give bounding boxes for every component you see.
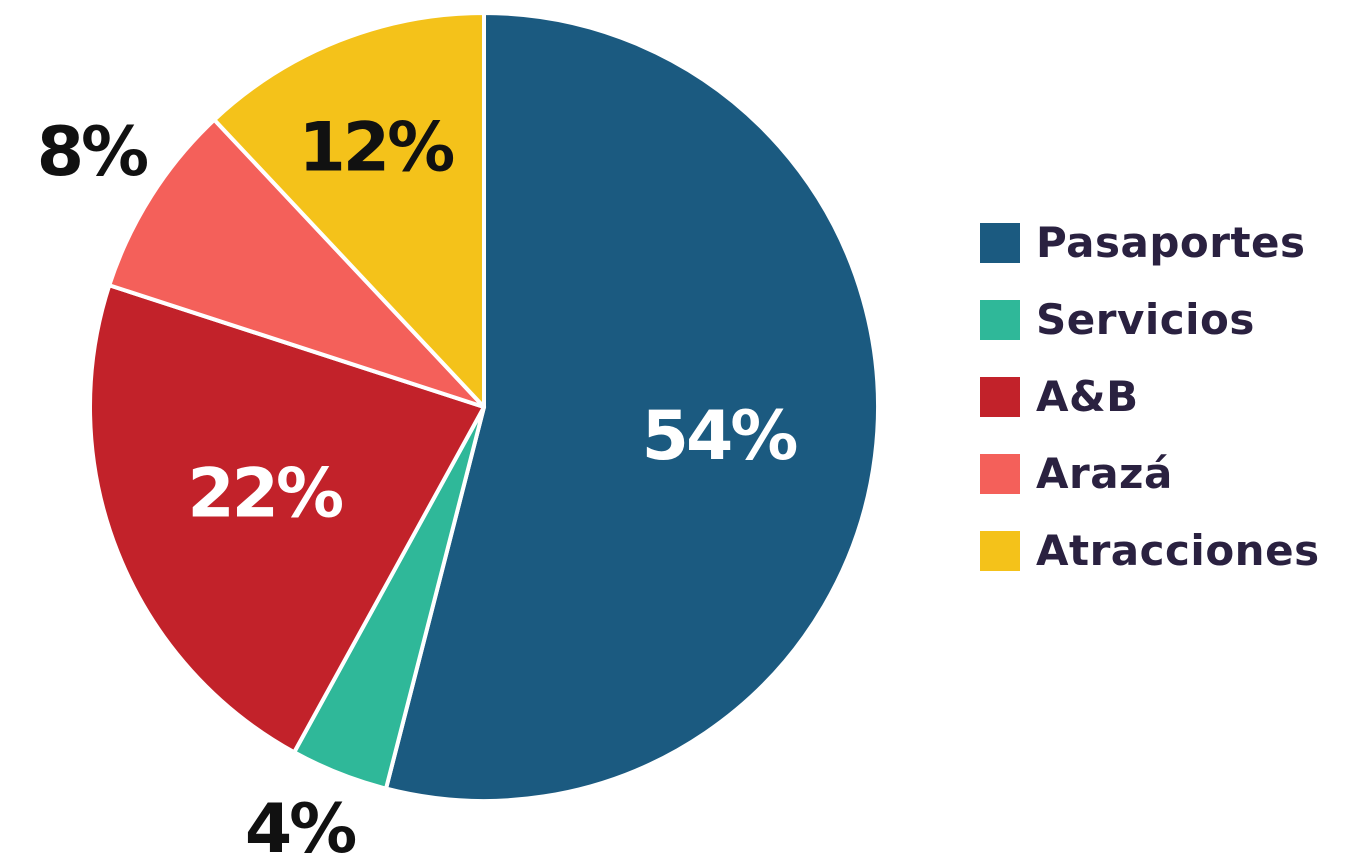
legend-item-atracciones: Atracciones bbox=[980, 512, 1320, 589]
pie-slice-atracciones bbox=[212, 11, 486, 409]
legend-label-pasaportes: Pasaportes bbox=[1036, 218, 1306, 267]
pie-label-araz: 8% bbox=[37, 113, 147, 192]
legend-item-pasaportes: Pasaportes bbox=[980, 204, 1320, 281]
pie-label-servicios: 4% bbox=[245, 790, 355, 856]
legend-swatch-atracciones bbox=[980, 530, 1020, 571]
legend-swatch-pasaportes bbox=[980, 222, 1020, 263]
legend-item-ayb: A&B bbox=[980, 358, 1320, 435]
legend-item-araza: Arazá bbox=[980, 435, 1320, 512]
pie-slice-pasaportes bbox=[384, 11, 880, 803]
legend-swatch-ayb bbox=[980, 376, 1020, 417]
pie-label-atracciones: 12% bbox=[298, 108, 453, 187]
legend-label-ayb: A&B bbox=[1036, 372, 1139, 421]
legend-label-servicios: Servicios bbox=[1036, 295, 1255, 344]
pie-percent-labels: 54% 4% 22% 8% 12% bbox=[37, 108, 800, 856]
legend-swatch-servicios bbox=[980, 299, 1020, 340]
pie-label-pasaportes: 54% bbox=[642, 397, 797, 476]
legend-label-atracciones: Atracciones bbox=[1036, 526, 1320, 575]
pie-chart: 54% 4% 22% 8% 12% bbox=[37, 11, 880, 856]
pie-slices bbox=[88, 11, 880, 803]
pie-slice-araz bbox=[107, 117, 486, 409]
pie-label-ab: 22% bbox=[187, 455, 342, 534]
legend-label-araza: Arazá bbox=[1036, 449, 1173, 498]
legend-item-servicios: Servicios bbox=[980, 281, 1320, 358]
pie-slice-ab bbox=[88, 283, 486, 755]
chart-legend: Pasaportes Servicios A&B Arazá Atraccion… bbox=[980, 204, 1320, 589]
legend-swatch-araza bbox=[980, 453, 1020, 494]
